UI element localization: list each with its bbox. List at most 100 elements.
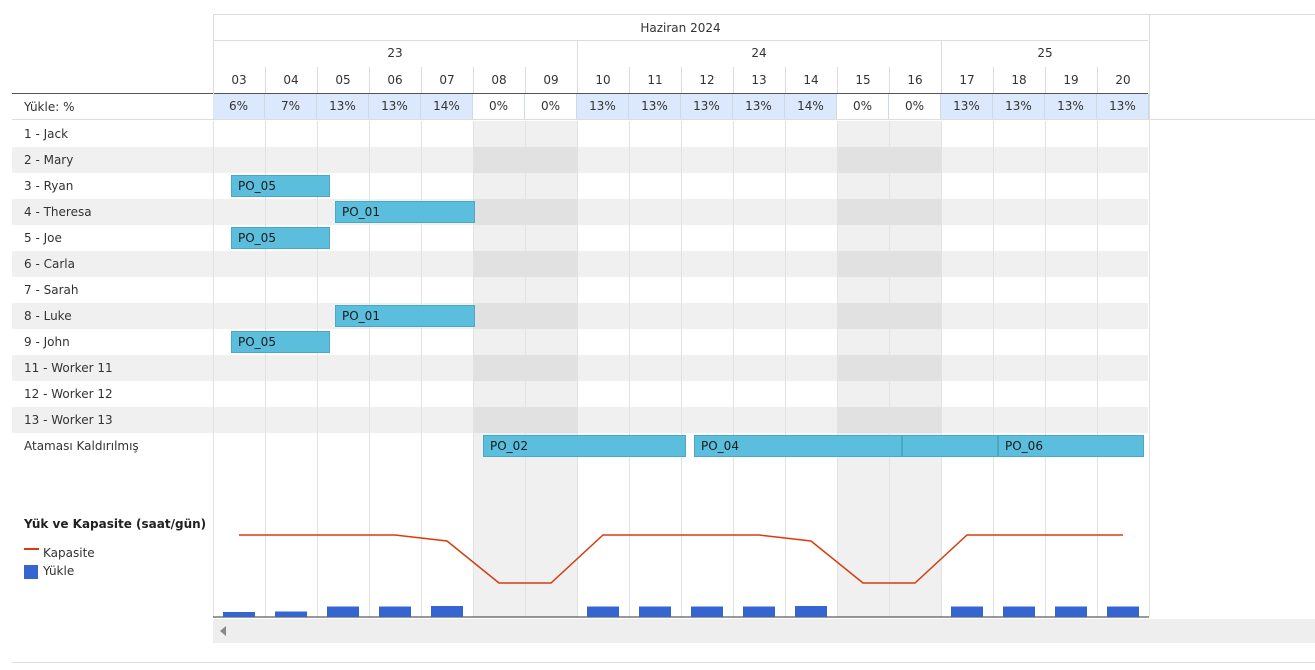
load-legend-swatch	[24, 565, 38, 579]
load-percent-cell: 13%	[369, 94, 421, 119]
load-percent-cell: 13%	[733, 94, 785, 119]
scroll-left-arrow-icon[interactable]	[220, 626, 226, 636]
day-column-line	[265, 121, 266, 617]
day-header-cell: 18	[1011, 73, 1027, 87]
day-header-divider	[369, 67, 370, 93]
day-header-cell: 04	[283, 73, 299, 87]
worker-row-label: 8 - Luke	[24, 309, 72, 323]
load-bar	[1003, 606, 1035, 617]
grid-left-border	[213, 14, 214, 94]
load-bar	[1055, 606, 1087, 617]
day-header-divider	[421, 67, 422, 93]
row-background	[12, 225, 1148, 251]
worker-row-label: 2 - Mary	[24, 153, 74, 167]
task-bar[interactable]: PO_06	[998, 435, 1144, 457]
worker-row-label: 3 - Ryan	[24, 179, 74, 193]
worker-row-label: 1 - Jack	[24, 127, 69, 141]
weekend-column-shade	[889, 121, 941, 617]
footer-divider	[12, 662, 1315, 663]
day-header-divider	[889, 67, 890, 93]
load-row-label: Yükle: %	[24, 100, 75, 114]
day-header-cell: 13	[751, 73, 767, 87]
day-header-divider	[317, 67, 318, 93]
load-percent-cell: 6%	[213, 94, 265, 119]
day-column-line	[941, 121, 942, 617]
week-header-cell: 25	[1037, 46, 1053, 60]
day-column-line	[889, 121, 890, 617]
load-bar	[275, 611, 307, 617]
task-bar[interactable]: PO_04	[694, 435, 902, 457]
day-column-line	[473, 121, 474, 617]
load-percent-cell: 0%	[889, 94, 941, 119]
row-background	[12, 381, 1148, 407]
weekend-column-shade	[837, 121, 889, 617]
task-bar[interactable]: PO_01	[335, 201, 475, 223]
load-bar	[951, 606, 983, 617]
load-bar	[431, 606, 463, 617]
worker-row-label: 7 - Sarah	[24, 283, 79, 297]
load-percent-cell: 0%	[473, 94, 525, 119]
week-header-cell: 23	[387, 46, 403, 60]
worker-row-label: 12 - Worker 12	[24, 387, 113, 401]
day-column-line	[785, 121, 786, 617]
worker-row-label: 11 - Worker 11	[24, 361, 113, 375]
day-header-cell: 15	[855, 73, 871, 87]
worker-row-label: 5 - Joe	[24, 231, 62, 245]
day-header-divider	[1045, 67, 1046, 93]
day-header-divider	[473, 67, 474, 93]
unassigned-row-label: Ataması Kaldırılmış	[24, 439, 139, 453]
horizontal-scrollbar[interactable]	[213, 619, 1315, 643]
day-header-cell: 17	[959, 73, 975, 87]
day-header-cell: 19	[1063, 73, 1079, 87]
load-bar	[743, 606, 775, 617]
task-bar[interactable]: PO_01	[335, 305, 475, 327]
day-column-line	[1097, 121, 1098, 617]
day-column-line	[629, 121, 630, 617]
day-column-line	[1149, 121, 1150, 617]
header-bottom-border	[12, 93, 1148, 94]
chart-title: Yük ve Kapasite (saat/gün)	[24, 517, 207, 531]
load-row-bottom-border	[12, 119, 1315, 120]
weekend-column-shade	[525, 121, 577, 617]
row-background	[12, 277, 1148, 303]
day-column-line	[525, 121, 526, 617]
day-column-line	[733, 121, 734, 617]
task-bar[interactable]: PO_05	[231, 227, 330, 249]
day-column-line	[993, 121, 994, 617]
load-percent-cell: 13%	[993, 94, 1045, 119]
load-percent-cell: 13%	[1045, 94, 1097, 119]
row-background	[12, 303, 1148, 329]
load-bar	[691, 606, 723, 617]
load-percent-cell: 14%	[421, 94, 473, 119]
header-top-border	[213, 14, 1315, 15]
load-percent-cell: 13%	[577, 94, 629, 119]
task-bar[interactable]	[902, 435, 998, 457]
day-header-divider	[629, 67, 630, 93]
week-divider	[577, 40, 578, 67]
day-header-divider	[785, 67, 786, 93]
load-percent-cell: 13%	[317, 94, 369, 119]
day-header-cell: 07	[439, 73, 455, 87]
day-header-cell: 06	[387, 73, 403, 87]
row-background	[12, 251, 1148, 277]
load-bar	[1107, 606, 1139, 617]
task-bar[interactable]: PO_05	[231, 331, 330, 353]
day-header-divider	[265, 67, 266, 93]
day-header-cell: 14	[803, 73, 819, 87]
load-percent-cell: 0%	[837, 94, 889, 119]
day-header-divider	[837, 67, 838, 93]
worker-row-label: 6 - Carla	[24, 257, 75, 271]
task-bar[interactable]: PO_05	[231, 175, 330, 197]
load-bar	[379, 606, 411, 617]
day-column-line	[577, 121, 578, 617]
week-divider	[941, 40, 942, 67]
day-header-divider	[993, 67, 994, 93]
task-bar[interactable]: PO_02	[483, 435, 686, 457]
worker-row-label: 9 - John	[24, 335, 70, 349]
load-bar	[639, 606, 671, 617]
load-percent-cell: 13%	[941, 94, 993, 119]
day-header-divider	[577, 67, 578, 93]
row-background	[12, 121, 1148, 147]
row-background	[12, 355, 1148, 381]
